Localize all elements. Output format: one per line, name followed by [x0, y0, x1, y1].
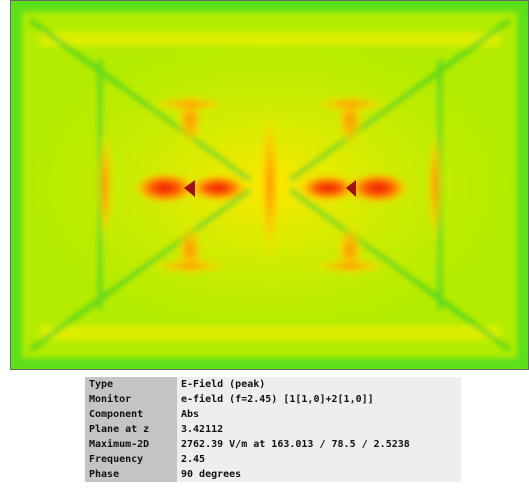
info-value: Abs [177, 407, 461, 422]
info-label: Component [85, 407, 177, 422]
info-table: Type E-Field (peak) Monitor e-field (f=2.45… [85, 377, 461, 482]
port-marker [346, 180, 356, 197]
info-row: Monitor e-field (f=2.45) [1[1,0]+2[1,0]] [85, 392, 461, 407]
info-value: e-field (f=2.45) [1[1,0]+2[1,0]] [177, 392, 461, 407]
info-label: Monitor [85, 392, 177, 407]
info-label: Plane at z [85, 422, 177, 437]
info-label: Frequency [85, 452, 177, 467]
info-value: 90 degrees [177, 467, 461, 482]
info-value: E-Field (peak) [177, 377, 461, 392]
info-row: Type E-Field (peak) [85, 377, 461, 392]
info-value: 3.42112 [177, 422, 461, 437]
info-row: Phase 90 degrees [85, 467, 461, 482]
field-plot [10, 0, 529, 370]
info-label: Type [85, 377, 177, 392]
info-value: 2762.39 V/m at 163.013 / 78.5 / 2.5238 [177, 437, 461, 452]
info-label: Phase [85, 467, 177, 482]
info-row: Plane at z 3.42112 [85, 422, 461, 437]
port-marker [184, 180, 195, 197]
field-pattern [28, 18, 512, 352]
info-row: Component Abs [85, 407, 461, 422]
info-row: Frequency 2.45 [85, 452, 461, 467]
info-row: Maximum-2D 2762.39 V/m at 163.013 / 78.5 … [85, 437, 461, 452]
info-label: Maximum-2D [85, 437, 177, 452]
info-value: 2.45 [177, 452, 461, 467]
